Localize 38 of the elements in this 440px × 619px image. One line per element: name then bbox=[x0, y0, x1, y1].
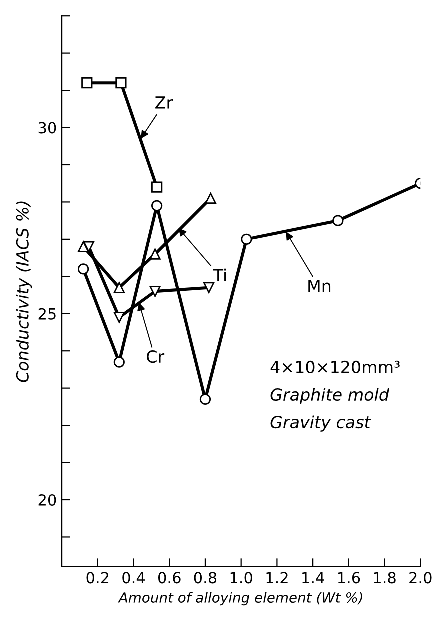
annotation: Cr bbox=[147, 350, 165, 364]
annotation: Gravity cast bbox=[270, 416, 372, 432]
y-axis-title: Conductivity (IACS %) bbox=[16, 202, 32, 382]
point bbox=[205, 192, 216, 204]
x-tick-label: 0.6 bbox=[158, 572, 181, 584]
x-tick-label: 0.4 bbox=[122, 572, 146, 584]
point bbox=[200, 394, 212, 406]
point bbox=[83, 241, 94, 252]
point bbox=[152, 200, 163, 212]
point bbox=[152, 182, 163, 193]
point bbox=[114, 356, 125, 368]
point bbox=[150, 248, 161, 260]
x-tick-label: 1.4 bbox=[302, 572, 324, 584]
x-tick-label: 1.6 bbox=[338, 572, 360, 584]
point bbox=[82, 78, 93, 89]
point bbox=[241, 234, 252, 245]
x-axis-title: Amount of alloying element (Wt %) bbox=[118, 592, 362, 606]
point bbox=[116, 78, 127, 89]
y-tick-label: 30 bbox=[38, 122, 56, 134]
point bbox=[332, 215, 344, 226]
x-tick-label: 1.2 bbox=[266, 572, 288, 584]
point bbox=[78, 264, 90, 275]
point bbox=[114, 282, 125, 294]
x-tick-label: 0.2 bbox=[86, 572, 109, 584]
x-tick-label: 0.8 bbox=[194, 572, 217, 584]
annotation: Ti bbox=[213, 268, 226, 282]
annotation: 4×10×120mm³ bbox=[270, 360, 400, 374]
annotation: Zr bbox=[156, 96, 174, 109]
y-tick-label: 20 bbox=[38, 494, 56, 506]
y-tick-label: 25 bbox=[38, 308, 56, 320]
annotation: Mn bbox=[308, 280, 331, 292]
x-tick-label: 1.8 bbox=[374, 572, 396, 584]
point bbox=[150, 286, 161, 298]
point bbox=[114, 312, 125, 324]
x-tick-label: 2.0 bbox=[410, 572, 432, 584]
annotation: Graphite mold bbox=[270, 388, 390, 404]
point bbox=[204, 282, 215, 294]
x-tick-label: 1.0 bbox=[230, 572, 252, 584]
